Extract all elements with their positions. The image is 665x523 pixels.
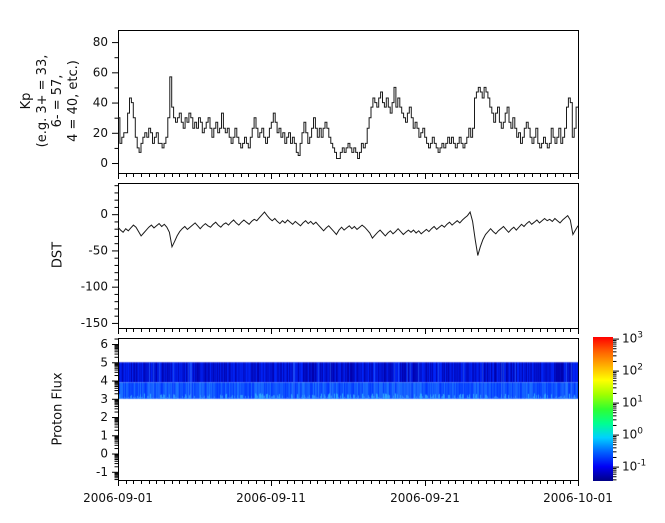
y-tick-label: 40 (93, 96, 108, 110)
y-tick-label: -100 (81, 280, 108, 294)
x-tick-label-2: 2006-09-11 (236, 491, 306, 505)
kp-axis-label-line1: Kp (18, 92, 34, 110)
y-tick-label: -50 (88, 243, 108, 257)
y-tick-label: -1 (96, 465, 108, 479)
dst-axis-label: DST (50, 241, 66, 269)
colorbar-tick-label: 102 (622, 363, 643, 378)
colorbar-tick-label: 100 (622, 427, 643, 442)
x-tick-label-3: 2006-09-21 (390, 491, 460, 505)
proton-flux-axis-label: Proton Flux (50, 372, 66, 446)
kp-axis-label-line3: 6- = 57, (50, 74, 65, 128)
proton-flux-spectrogram-axes: 6 5 4 3 2 1 0 -1 (96, 337, 579, 486)
y-tick-label: 3 (100, 392, 108, 406)
panel-border (118, 338, 579, 481)
y-tick-label: 1 (100, 428, 108, 442)
colorbar-axis: 103 102 101 100 10-1 (613, 331, 646, 481)
kp-axis-label: Kp (e.g. 3+ = 33, 6- = 57, 4 = 40, etc.) (19, 55, 81, 148)
y-tick-label: 0 (100, 207, 108, 221)
colorbar-tick-label: 103 (622, 331, 643, 346)
y-tick-label: 0 (100, 447, 108, 461)
kp-series-line (118, 76, 578, 159)
y-tick-label: 2 (100, 410, 108, 424)
y-tick-label: 0 (100, 156, 108, 170)
kp-axis-label-line4: 4 = 40, etc.) (65, 60, 81, 142)
panel-border (118, 183, 579, 329)
colorbar-tick-label: 10-1 (622, 459, 646, 474)
y-tick-label: -150 (81, 316, 108, 330)
dst-index-axes: 0 -50 -100 -150 (81, 183, 579, 334)
y-tick-label: 60 (93, 65, 108, 79)
y-tick-label: 20 (93, 126, 108, 140)
colorbar-tick-label: 101 (622, 395, 643, 410)
panel-border (118, 30, 579, 174)
y-tick-label: 5 (100, 355, 108, 369)
y-tick-label: 6 (100, 337, 108, 351)
colorbar-gradient (593, 337, 613, 481)
x-tick-label-4: 2006-10-01 (543, 491, 613, 505)
proton-flux-spectrogram (118, 338, 578, 480)
kp-axis-label-line2: (e.g. 3+ = 33, (34, 54, 50, 148)
kp-index-axes: 0 20 40 60 80 (93, 30, 579, 179)
dst-series-line (117, 210, 579, 256)
y-tick-label: 4 (100, 374, 108, 388)
x-tick-label-1: 2006-09-01 (83, 491, 153, 505)
y-tick-label: 80 (93, 35, 108, 49)
